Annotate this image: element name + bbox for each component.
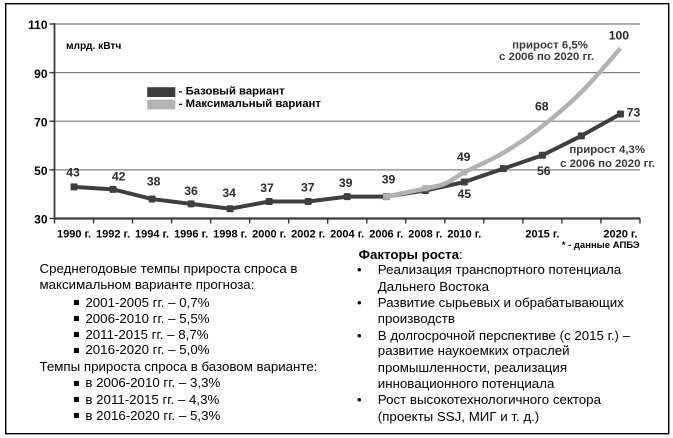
svg-text:прирост 6,5%: прирост 6,5% xyxy=(512,40,588,52)
svg-text:прирост 4,3%: прирост 4,3% xyxy=(569,144,645,156)
svg-text:2015 г.: 2015 г. xyxy=(525,229,559,241)
svg-text:2000 г.: 2000 г. xyxy=(252,229,286,241)
svg-text:* - данные АПБЭ: * - данные АПБЭ xyxy=(562,240,640,251)
svg-text:37: 37 xyxy=(301,181,315,195)
svg-text:39: 39 xyxy=(382,173,396,187)
svg-text:43: 43 xyxy=(66,165,80,179)
svg-text:2020 г.: 2020 г. xyxy=(603,229,637,241)
svg-text:2004 г.: 2004 г. xyxy=(330,229,364,241)
svg-text:100: 100 xyxy=(609,29,630,43)
svg-text:36: 36 xyxy=(184,184,198,198)
svg-text:2002 г.: 2002 г. xyxy=(291,229,325,241)
svg-text:37: 37 xyxy=(260,181,274,195)
svg-text:56: 56 xyxy=(537,164,551,178)
svg-text:68: 68 xyxy=(535,99,549,113)
svg-text:2006 г.: 2006 г. xyxy=(369,229,403,241)
svg-text:1990 г.: 1990 г. xyxy=(57,229,91,241)
svg-text:45: 45 xyxy=(458,187,472,201)
svg-text:с 2006 по 2020 гг.: с 2006 по 2020 гг. xyxy=(499,51,594,63)
svg-text:70: 70 xyxy=(34,115,48,129)
svg-text:2010 г.: 2010 г. xyxy=(447,229,481,241)
svg-text:42: 42 xyxy=(112,170,126,184)
svg-text:- Базовый вариант: - Базовый вариант xyxy=(179,85,285,97)
svg-text:30: 30 xyxy=(34,213,48,227)
svg-text:1994 г.: 1994 г. xyxy=(135,229,169,241)
svg-text:49: 49 xyxy=(457,150,471,164)
svg-text:1998 г.: 1998 г. xyxy=(213,229,247,241)
svg-text:1996 г.: 1996 г. xyxy=(174,229,208,241)
svg-text:38: 38 xyxy=(147,175,161,189)
svg-text:млрд. кВтч: млрд. кВтч xyxy=(66,41,121,52)
svg-text:- Максимальный вариант: - Максимальный вариант xyxy=(179,98,322,110)
svg-text:73: 73 xyxy=(627,105,641,119)
svg-text:1992 г.: 1992 г. xyxy=(96,229,130,241)
svg-text:2008 г.: 2008 г. xyxy=(408,229,442,241)
svg-text:50: 50 xyxy=(34,164,48,178)
svg-text:с 2006 по 2020 гг.: с 2006 по 2020 гг. xyxy=(560,158,655,170)
svg-text:34: 34 xyxy=(222,186,236,200)
svg-text:110: 110 xyxy=(28,18,48,32)
svg-text:90: 90 xyxy=(34,67,48,81)
svg-text:39: 39 xyxy=(339,176,353,190)
